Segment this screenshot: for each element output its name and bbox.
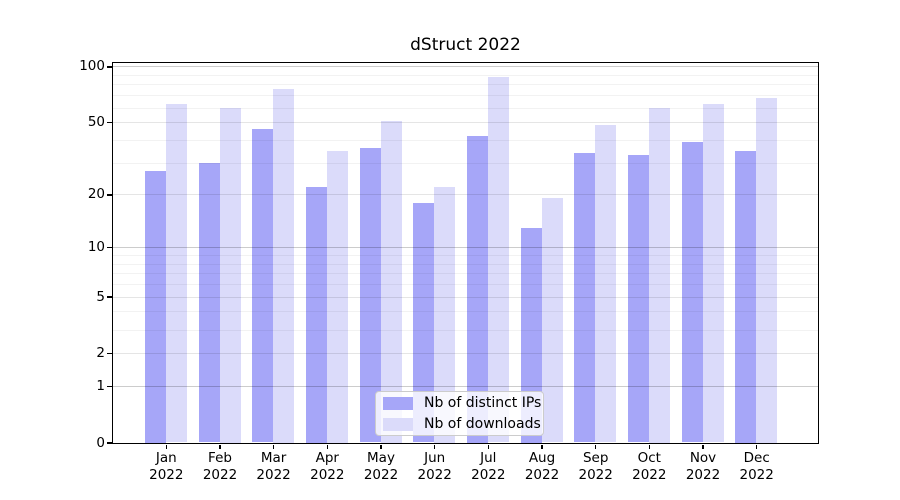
y-tick-mark	[107, 352, 112, 355]
bar-distinct-ips	[520, 227, 542, 443]
bar-distinct-ips	[574, 152, 596, 443]
bar-downloads	[702, 103, 724, 443]
major-gridline	[112, 66, 818, 68]
bar-downloads	[219, 107, 241, 443]
x-tick-label: Feb 2022	[202, 450, 238, 483]
x-tick-mark	[594, 444, 597, 449]
y-tick-mark	[107, 296, 112, 298]
legend-item-downloads: Nb of downloads	[383, 415, 541, 433]
x-tick-mark	[541, 444, 543, 449]
y-tick-label: 20	[87, 186, 105, 203]
x-tick-mark	[648, 444, 651, 449]
y-tick-mark	[107, 246, 112, 249]
bar-downloads	[648, 107, 670, 443]
bar-distinct-ips	[198, 162, 220, 443]
plot-area	[111, 61, 819, 444]
x-tick-label: May 2022	[363, 450, 399, 483]
x-tick-label: Nov 2022	[685, 450, 721, 483]
bar-downloads	[273, 88, 295, 443]
bar-downloads	[541, 198, 563, 443]
x-tick-mark	[326, 444, 329, 449]
bar-downloads	[326, 150, 348, 443]
y-tick-label: 100	[79, 58, 105, 75]
y-tick-label: 5	[96, 288, 105, 305]
x-tick-label: Apr 2022	[310, 450, 345, 483]
x-tick-mark	[272, 444, 275, 449]
bar-distinct-ips	[305, 187, 327, 443]
bar-downloads	[434, 187, 456, 443]
y-tick-mark	[107, 121, 112, 124]
x-tick-label: Sep 2022	[578, 450, 613, 483]
y-tick-label: 0	[96, 434, 105, 451]
y-tick-mark	[107, 442, 112, 444]
bar-downloads	[756, 97, 778, 443]
legend-label-downloads: Nb of downloads	[424, 416, 541, 432]
x-tick-mark	[380, 444, 382, 449]
legend-item-distinct-ips: Nb of distinct IPs	[383, 394, 541, 412]
y-tick-label: 50	[87, 114, 105, 131]
bar-distinct-ips	[359, 148, 381, 443]
x-tick-label: Dec 2022	[739, 450, 774, 483]
x-tick-label: Oct 2022	[632, 450, 667, 483]
x-tick-label: Jan 2022	[149, 450, 184, 483]
bar-distinct-ips	[413, 202, 435, 443]
y-tick-mark	[107, 385, 112, 388]
x-tick-label: Jun 2022	[417, 450, 452, 483]
legend-swatch-downloads	[383, 417, 413, 431]
bar-downloads	[595, 125, 617, 443]
x-tick-label: Aug 2022	[524, 450, 560, 483]
y-tick-mark	[107, 66, 112, 68]
bar-distinct-ips	[252, 128, 274, 443]
minor-gridline	[112, 95, 818, 97]
bar-distinct-ips	[681, 141, 703, 443]
x-tick-mark	[702, 444, 704, 449]
bar-distinct-ips	[466, 136, 488, 443]
x-tick-mark	[219, 444, 221, 449]
x-tick-label: Mar 2022	[256, 450, 291, 483]
bar-downloads	[487, 76, 509, 443]
chart-title: dStruct 2022	[410, 35, 521, 55]
bar-distinct-ips	[627, 155, 649, 443]
minor-gridline	[112, 74, 818, 76]
bar-downloads	[380, 120, 402, 443]
bar-downloads	[165, 103, 187, 443]
legend-swatch-distinct-ips	[383, 396, 413, 410]
minor-gridline	[112, 84, 818, 86]
y-tick-label: 1	[96, 378, 105, 394]
x-tick-label: Jul 2022	[471, 450, 506, 483]
x-tick-mark	[165, 444, 168, 449]
bar-distinct-ips	[144, 171, 166, 443]
legend-label-distinct-ips: Nb of distinct IPs	[424, 395, 542, 411]
y-tick-mark	[107, 194, 112, 196]
x-tick-mark	[433, 444, 436, 449]
bar-distinct-ips	[735, 150, 757, 443]
y-tick-label: 10	[87, 239, 105, 256]
x-tick-mark	[755, 444, 758, 449]
x-tick-mark	[487, 444, 490, 449]
y-tick-label: 2	[96, 345, 105, 361]
legend: Nb of distinct IPs Nb of downloads	[375, 391, 544, 436]
